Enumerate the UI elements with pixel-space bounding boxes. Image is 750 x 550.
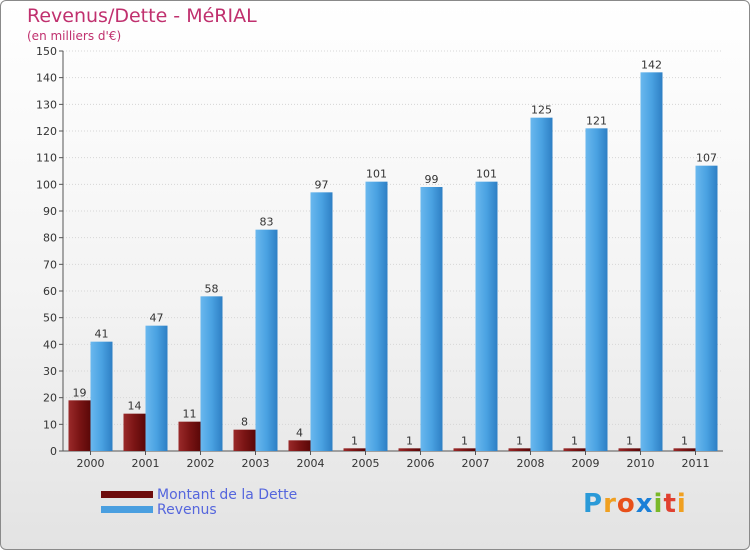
x-tick-label: 2009 [572,457,600,470]
y-tick-label: 110 [36,152,57,165]
bar-revenus [530,117,553,452]
data-label-revenus: 47 [150,312,164,325]
logo-letter: t [663,489,677,519]
bar-dette [508,448,531,451]
y-tick-label: 50 [43,312,57,325]
x-tick-label: 2003 [242,457,270,470]
data-label-revenus: 101 [476,168,497,181]
bar-revenus [310,192,333,452]
legend-swatch-revenus [101,506,153,513]
x-tick-label: 2005 [352,457,380,470]
bar-revenus [585,128,608,451]
y-tick-label: 40 [43,338,57,351]
x-tick-label: 2002 [187,457,215,470]
legend-item-revenus: Revenus [101,501,297,518]
proxiti-logo: Proxiti [583,489,687,519]
y-tick-label: 130 [36,98,57,111]
logo-letter: i [653,489,664,519]
bar-revenus [640,72,663,451]
bar-revenus [145,325,168,451]
bar-dette [288,440,311,451]
bar-revenus [90,341,113,451]
data-label-revenus: 58 [205,282,219,295]
y-tick-label: 10 [43,418,57,431]
y-tick-label: 140 [36,72,57,85]
legend-swatch-dette [101,491,153,498]
data-label-revenus: 142 [641,58,662,71]
logo-letter: i [676,489,687,519]
data-label-dette: 1 [406,434,413,447]
bar-dette [233,429,256,451]
legend-label-dette: Montant de la Dette [157,486,298,503]
x-tick-label: 2001 [132,457,160,470]
data-label-revenus: 97 [315,178,329,191]
y-tick-label: 20 [43,392,57,405]
data-label-dette: 4 [296,426,303,439]
data-label-revenus: 99 [425,173,439,186]
y-tick-label: 30 [43,365,57,378]
y-tick-label: 60 [43,285,57,298]
bar-dette [398,448,421,451]
bar-revenus [200,296,223,451]
x-tick-label: 2006 [407,457,435,470]
legend-item-dette: Montant de la Dette [101,486,298,503]
bar-dette [343,448,366,451]
bar-dette [563,448,586,451]
data-label-dette: 19 [73,386,87,399]
y-tick-label: 80 [43,232,57,245]
data-label-revenus: 101 [366,168,387,181]
data-label-revenus: 121 [586,114,607,127]
bar-revenus [475,181,498,451]
x-tick-label: 2008 [517,457,545,470]
data-label-dette: 1 [516,434,523,447]
x-tick-label: 2011 [682,457,710,470]
x-tick-label: 2007 [462,457,490,470]
y-tick-label: 150 [36,45,57,58]
data-label-revenus: 107 [696,152,717,165]
data-label-dette: 14 [128,400,142,413]
data-label-revenus: 83 [260,216,274,229]
chart-title: Revenus/Dette - MéRIAL [27,5,257,27]
y-tick-label: 90 [43,205,57,218]
bar-revenus [695,165,718,451]
data-label-dette: 1 [681,434,688,447]
bar-revenus [365,181,388,451]
bar-dette [673,448,696,451]
y-tick-label: 120 [36,125,57,138]
x-tick-label: 2004 [297,457,325,470]
bar-dette [68,400,91,451]
legend: Montant de la Dette Revenus [101,486,298,518]
y-tick-label: 0 [50,445,57,458]
data-label-dette: 1 [571,434,578,447]
data-label-dette: 1 [626,434,633,447]
chart-subtitle: (en milliers d'€) [27,29,122,43]
bar-dette [178,421,201,451]
logo-letter: x [635,489,654,519]
bar-revenus [255,229,278,451]
data-label-revenus: 41 [95,328,109,341]
data-label-dette: 1 [461,434,468,447]
x-tick-label: 2000 [77,457,105,470]
data-label-dette: 11 [183,408,197,421]
logo-letter: P [583,489,604,519]
legend-label-revenus: Revenus [157,501,217,518]
data-label-revenus: 125 [531,104,552,117]
bar-dette [123,413,146,451]
y-tick-label: 70 [43,258,57,271]
x-tick-label: 2010 [627,457,655,470]
logo-letter: o [616,489,636,519]
logo-letter: r [603,489,617,519]
y-tick-label: 100 [36,178,57,191]
data-label-dette: 1 [351,434,358,447]
bar-revenus [420,187,443,451]
data-label-dette: 8 [241,416,248,429]
bar-dette [453,448,476,451]
bar-dette [618,448,641,451]
